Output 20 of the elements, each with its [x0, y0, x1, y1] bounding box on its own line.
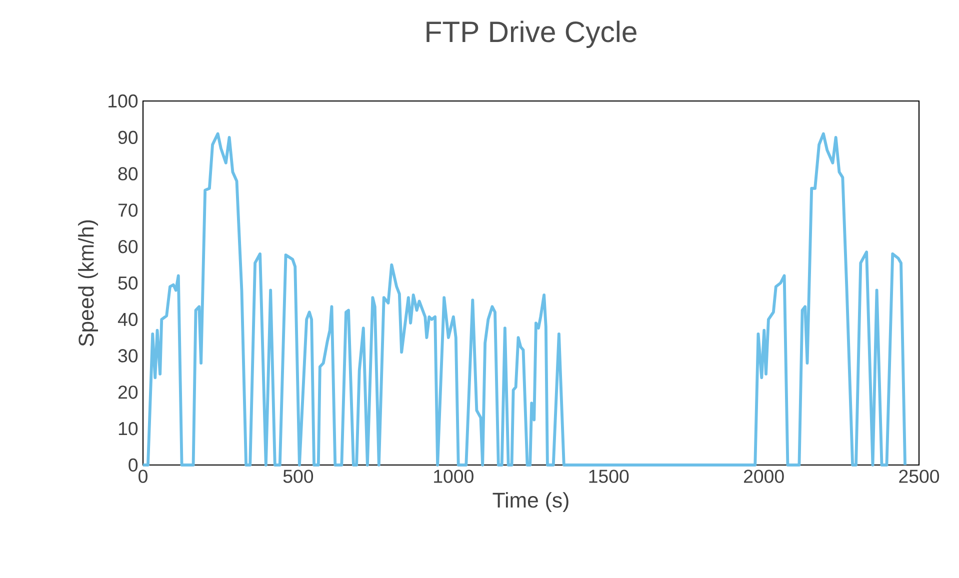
y-tick-label: 10 — [118, 422, 138, 436]
y-tick-label: 40 — [118, 312, 138, 326]
x-tick-label: 2000 — [744, 470, 784, 483]
x-tick-label: 1000 — [434, 470, 474, 483]
x-tick-label: 2500 — [899, 470, 940, 483]
x-tick-label: 1500 — [589, 470, 629, 483]
y-tick-label: 90 — [118, 130, 138, 144]
y-tick-label: 50 — [118, 276, 138, 290]
y-tick-label: 60 — [118, 240, 138, 254]
x-tick-label: 0 — [138, 470, 148, 483]
chart-title: FTP Drive Cycle — [426, 20, 636, 48]
y-tick-label: 30 — [118, 349, 138, 362]
y-axis-title: Speed (km/h) — [78, 220, 98, 346]
y-tick-label: 70 — [118, 204, 138, 217]
y-tick-label: 20 — [118, 386, 138, 399]
y-tick-label: 100 — [108, 94, 138, 108]
x-axis-title: Time (s) — [492, 492, 568, 512]
y-tick-label: 0 — [128, 458, 138, 472]
x-tick-label: 500 — [283, 470, 314, 483]
y-tick-label: 80 — [118, 167, 138, 180]
